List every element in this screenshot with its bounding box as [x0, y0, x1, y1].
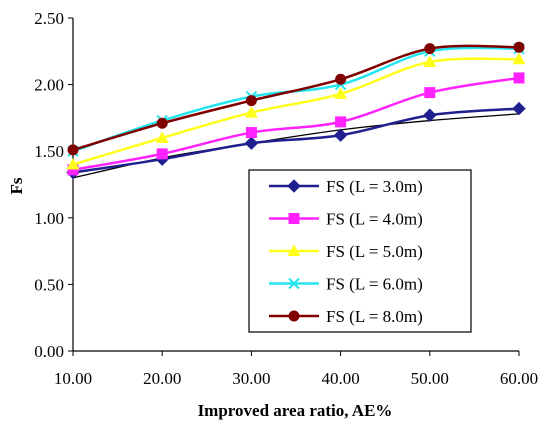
data-point — [513, 41, 525, 53]
legend-swatch-marker — [288, 213, 300, 224]
x-tick-label: 30.00 — [232, 369, 270, 388]
series-2 — [67, 72, 525, 176]
data-point — [424, 87, 436, 99]
data-point — [156, 148, 168, 160]
x-tick-label: 10.00 — [54, 369, 92, 388]
data-point — [334, 87, 348, 99]
data-point — [66, 158, 80, 170]
data-point — [244, 106, 258, 118]
data-point — [244, 136, 259, 150]
legend: FS (L = 3.0m) FS (L = 4.0m) FS (L = 5.0m) F… — [248, 169, 472, 333]
data-point — [513, 72, 525, 84]
legend-label: FS (L = 4.0m) — [326, 210, 423, 229]
legend-item: FS (L = 8.0m) — [269, 307, 423, 326]
y-tick-label: 1.50 — [34, 142, 64, 161]
y-tick-label: 2.00 — [34, 76, 64, 95]
series-3 — [66, 52, 526, 170]
legend-swatch-marker — [288, 277, 300, 290]
data-point — [424, 43, 436, 55]
series-line — [72, 107, 520, 174]
series-line — [72, 44, 520, 152]
legend-item: FS (L = 3.0m) — [269, 177, 423, 196]
data-point — [335, 73, 347, 85]
trendline — [72, 113, 520, 179]
x-tick-labels: 10.00 20.00 30.00 40.00 50.00 60.00 — [54, 369, 538, 388]
marker-stroke — [288, 277, 300, 290]
data-point — [512, 52, 526, 65]
data-point — [156, 117, 168, 129]
data-point — [333, 128, 348, 142]
legend-item: FS (L = 5.0m) — [269, 242, 423, 261]
y-tick-label: 0.00 — [34, 342, 64, 361]
data-point — [423, 55, 437, 67]
x-axis-title: Improved area ratio, AE% — [198, 401, 393, 420]
x-tick-label: 60.00 — [500, 369, 538, 388]
legend-item: FS (L = 6.0m) — [269, 275, 423, 294]
data-point — [67, 164, 79, 176]
data-point — [423, 108, 437, 122]
legend-swatch-marker — [287, 179, 301, 193]
legend-label: FS (L = 5.0m) — [326, 242, 423, 261]
series-layer — [66, 41, 526, 180]
series-1 — [66, 101, 526, 180]
data-point — [335, 116, 347, 128]
legend-label: FS (L = 6.0m) — [326, 275, 423, 294]
data-point — [67, 144, 79, 156]
x-tick-label: 40.00 — [321, 369, 359, 388]
y-tick-label: 2.50 — [34, 9, 64, 28]
y-tick-label: 1.00 — [34, 209, 64, 228]
x-tick-label: 50.00 — [411, 369, 449, 388]
data-point — [245, 95, 257, 107]
legend-label: FS (L = 8.0m) — [326, 307, 423, 326]
series-5 — [67, 41, 525, 156]
series-line — [72, 76, 520, 172]
data-point — [245, 127, 257, 139]
data-point — [512, 101, 526, 116]
legend-swatch-marker — [287, 244, 301, 256]
data-point — [155, 131, 169, 143]
y-tick-label: 0.50 — [34, 275, 64, 294]
x-tick-label: 20.00 — [143, 369, 181, 388]
y-axis-title: Fs — [7, 177, 26, 194]
legend-swatch-marker — [288, 310, 300, 322]
legend-item: FS (L = 4.0m) — [269, 210, 423, 229]
y-tick-labels: 0.00 0.50 1.00 1.50 2.00 2.50 — [34, 9, 64, 361]
series-line — [72, 57, 520, 166]
legend-label: FS (L = 3.0m) — [326, 177, 423, 196]
